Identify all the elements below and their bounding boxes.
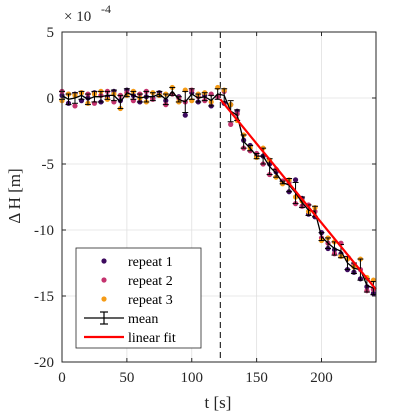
legend-label-repeat-1: repeat 1 [128, 255, 173, 270]
legend-marker-repeat-3 [101, 296, 107, 302]
data-point-repeat-1 [292, 177, 299, 183]
y-tick-label: -20 [34, 355, 54, 371]
legend-marker-repeat-1 [101, 258, 107, 264]
linear-fit [219, 98, 377, 291]
legend-marker-mean [84, 311, 124, 325]
legend-box [75, 247, 202, 349]
legend-label-mean: mean [128, 312, 158, 327]
y-tick-label: 0 [47, 91, 55, 107]
legend-label-repeat-3: repeat 3 [128, 293, 173, 308]
x-tick-label: 0 [58, 370, 66, 386]
x-tick-label: 150 [245, 370, 268, 386]
legend-marker-repeat-2 [101, 277, 107, 283]
y-tick-label: -5 [42, 157, 55, 173]
legend: repeat 1 repeat 2 repeat 3 mean linear f… [75, 247, 202, 349]
x-tick-label: 100 [181, 370, 204, 386]
data-point-repeat-2 [228, 121, 234, 127]
linear-fit-line [219, 98, 377, 291]
y-tick-label: 5 [47, 25, 55, 41]
y-exponent-prefix: × 10 [64, 9, 91, 25]
legend-label-linear-fit: linear fit [128, 331, 176, 346]
legend-label-repeat-2: repeat 2 [128, 274, 173, 289]
data-point-repeat-1 [182, 112, 188, 118]
y-tick-label: -15 [34, 289, 54, 305]
y-tick-label: -10 [34, 223, 54, 239]
y-axis-label: Δ H [m] [5, 168, 24, 223]
axes-box [61, 31, 377, 363]
x-tick-label: 200 [310, 370, 333, 386]
x-tick-label: 50 [119, 370, 134, 386]
x-axis-label: t [s] [205, 393, 232, 412]
data-point-repeat-2 [72, 103, 78, 109]
y-exponent-value: -4 [101, 2, 111, 16]
